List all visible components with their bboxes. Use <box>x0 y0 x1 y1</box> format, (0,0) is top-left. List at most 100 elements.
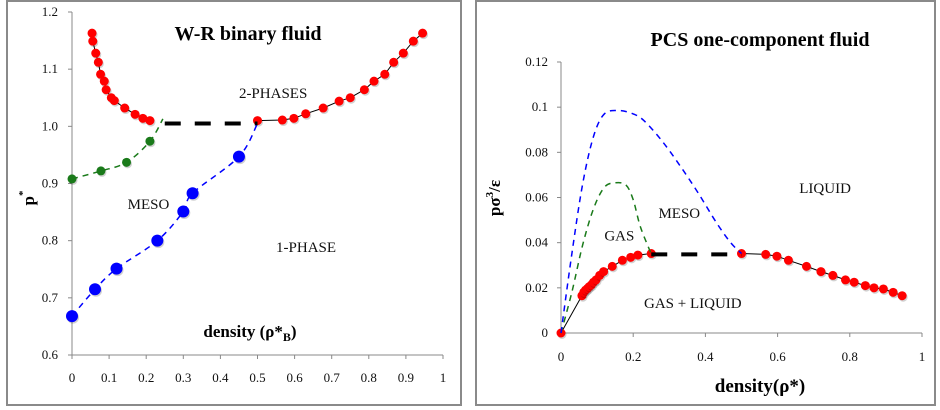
y-tick-label: 0.6 <box>42 347 59 362</box>
series-coexistence-right-point <box>849 277 859 287</box>
region-label: 2-PHASES <box>239 86 307 102</box>
series-layer: 2-PHASES MESO 1-PHASE <box>66 28 429 324</box>
chart-panel-wr-binary-fluid <box>6 0 462 406</box>
series-coexistence-point <box>599 267 609 277</box>
y-axis-title: pσ3/ε <box>484 180 504 216</box>
chart-panel-pcs-one-component-fluid <box>475 0 936 406</box>
x-tick-label: 0.1 <box>101 370 117 385</box>
series-coexistence-left-point <box>138 113 148 123</box>
chart-title: PCS one-component fluid <box>651 29 870 51</box>
x-tick-label: 0.5 <box>249 370 265 385</box>
series-spinodal-point <box>89 283 102 296</box>
y-tick-label: 1.0 <box>42 118 58 133</box>
region-label: GAS + LIQUID <box>644 296 742 312</box>
x-tick-label: 0.4 <box>212 370 229 385</box>
x-axis-title: density(ρ*) <box>715 376 805 397</box>
series-coexistence-right-point <box>277 115 287 125</box>
axes: 0 0.2 0.4 0.6 0.8 1 0 0.02 0.04 0.06 0.08 0.1 0.12 <box>525 54 925 364</box>
series-coexistence-right-point <box>772 251 782 261</box>
series-spinodal-point <box>151 234 164 247</box>
series-coexistence-right-point <box>334 96 344 106</box>
series-meso-boundary-point <box>145 136 155 146</box>
series-coexistence-right-point <box>801 261 811 271</box>
y-tick-label: 0.7 <box>42 290 59 305</box>
series-coexistence-right-point <box>345 93 355 103</box>
series-coexistence-right-point <box>301 109 311 119</box>
series-coexistence-left-point <box>88 36 98 46</box>
y-tick-label: 0.1 <box>532 99 548 114</box>
series-coexistence-line <box>560 253 652 334</box>
region-label: GAS <box>604 228 634 244</box>
y-tick-label: 0.04 <box>525 235 548 250</box>
series-coexistence-right-point <box>897 291 907 301</box>
series-coexistence-point <box>626 252 636 262</box>
series-gas-meso-boundary-line <box>560 181 652 334</box>
chart-title: W-R binary fluid <box>174 23 321 45</box>
series-coexistence-left-point <box>99 76 109 86</box>
series-coexistence-right-point <box>761 249 771 259</box>
x-tick-label: 0.6 <box>286 370 303 385</box>
series-coexistence-right-point <box>389 57 399 67</box>
x-tick-label: 0.9 <box>398 370 414 385</box>
series-coexistence-right-point <box>816 267 826 277</box>
x-axis-title-close: ) <box>291 322 297 341</box>
x-axis-title: density (ρ*B) <box>203 322 296 344</box>
x-tick-label: 1 <box>919 349 926 364</box>
series-coexistence-left-point <box>87 28 97 38</box>
y-tick-label: 0.8 <box>42 233 58 248</box>
x-tick-label: 0.4 <box>697 349 714 364</box>
series-layer: LIQUID MESO GAS GAS + LIQUID <box>556 109 908 339</box>
x-tick-label: 0 <box>69 370 76 385</box>
x-tick-label: 0.7 <box>324 370 341 385</box>
series-coexistence-left-point <box>120 103 130 113</box>
region-label: MESO <box>658 206 700 222</box>
y-tick-label: 0.06 <box>525 190 548 205</box>
series-coexistence-right-point <box>888 287 898 297</box>
series-coexistence-right-point <box>289 113 299 123</box>
series-spinodal-point <box>110 262 123 275</box>
series-coexistence-right-point <box>828 270 838 280</box>
y-axis-title-rest: /ε <box>485 180 504 193</box>
axes: 0 0.1 0.2 0.3 0.4 0.5 0.6 0.7 0.8 0.9 1 0.6 0.7 0.8 0.… <box>42 4 447 385</box>
series-coexistence-right-point <box>783 255 793 265</box>
series-coexistence-right-point <box>860 281 870 291</box>
series-coexistence-right-point <box>398 48 408 58</box>
y-axis-title-main: p <box>19 196 38 205</box>
region-label: MESO <box>128 197 170 213</box>
series-coexistence-right-point <box>380 69 390 79</box>
series-spinodal-point <box>177 205 190 218</box>
series-coexistence-right-point <box>369 76 379 86</box>
series-coexistence-point <box>607 261 617 271</box>
y-axis-title-superscript: 3 <box>484 191 496 197</box>
series-coexistence-left-point <box>91 48 101 58</box>
series-coexistence-left-point <box>96 69 106 79</box>
series-spinodal-point <box>232 150 245 163</box>
y-tick-label: 0.12 <box>525 54 548 69</box>
series-coexistence-right-point <box>418 28 428 38</box>
series-coexistence-point <box>617 255 627 265</box>
region-label: 1-PHASE <box>276 240 336 256</box>
series-coexistence-point <box>633 250 643 260</box>
series-coexistence-left-point <box>130 109 140 119</box>
series-coexistence-left-point <box>93 57 103 67</box>
x-tick-label: 0.8 <box>361 370 377 385</box>
series-coexistence-right-point <box>318 103 328 113</box>
x-tick-label: 0.6 <box>769 349 786 364</box>
x-tick-label: 0.2 <box>625 349 641 364</box>
series-meso-boundary-point <box>96 166 106 176</box>
y-tick-label: 0 <box>542 325 549 340</box>
series-spinodal-point <box>186 187 199 200</box>
x-tick-label: 0.2 <box>138 370 154 385</box>
x-tick-label: 0 <box>558 349 565 364</box>
series-coexistence-right-point <box>869 283 879 293</box>
x-axis-title-main: density (ρ* <box>203 322 282 341</box>
series-coexistence-left-point <box>145 116 155 126</box>
x-tick-label: 0.8 <box>842 349 858 364</box>
y-tick-label: 0.9 <box>42 176 58 191</box>
series-coexistence-left-point <box>109 96 119 106</box>
series-meso-boundary-point <box>67 174 77 184</box>
y-axis-title-superscript: * <box>17 190 29 196</box>
series-spinodal-point <box>66 310 78 323</box>
y-axis-title: p* <box>17 190 38 205</box>
